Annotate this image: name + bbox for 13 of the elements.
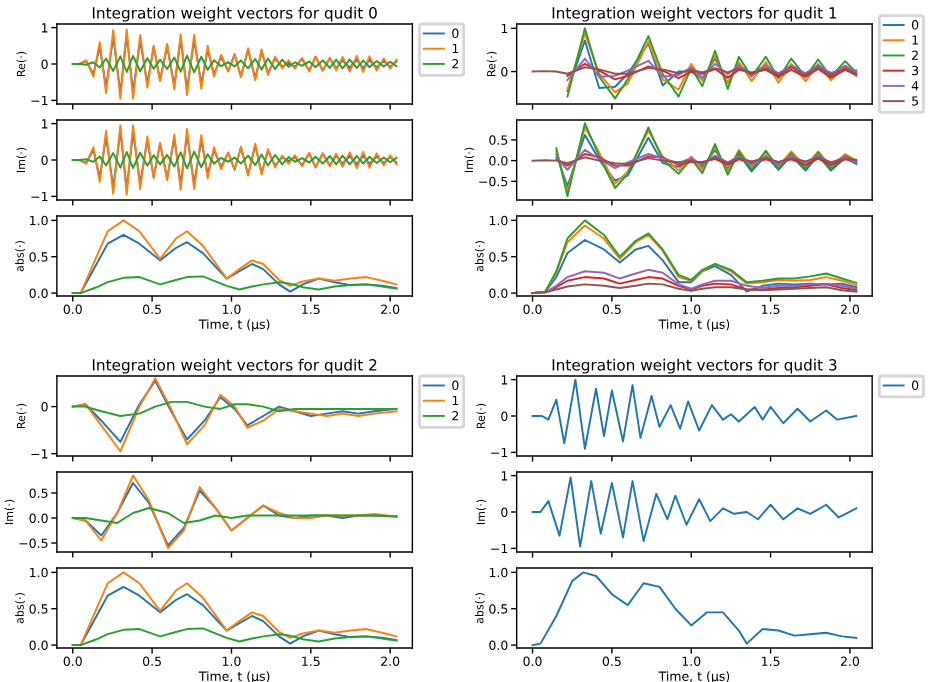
line-series bbox=[566, 57, 858, 82]
line-series bbox=[71, 627, 398, 647]
line-series bbox=[71, 275, 398, 295]
line-series bbox=[71, 400, 398, 417]
line-series bbox=[531, 378, 858, 450]
line-series bbox=[71, 507, 398, 524]
line-series bbox=[566, 62, 858, 81]
line-series bbox=[531, 571, 858, 647]
line-series bbox=[555, 148, 858, 171]
line-series bbox=[71, 150, 398, 170]
line-series bbox=[71, 377, 398, 453]
line-series bbox=[531, 476, 858, 548]
line-series bbox=[71, 54, 398, 74]
